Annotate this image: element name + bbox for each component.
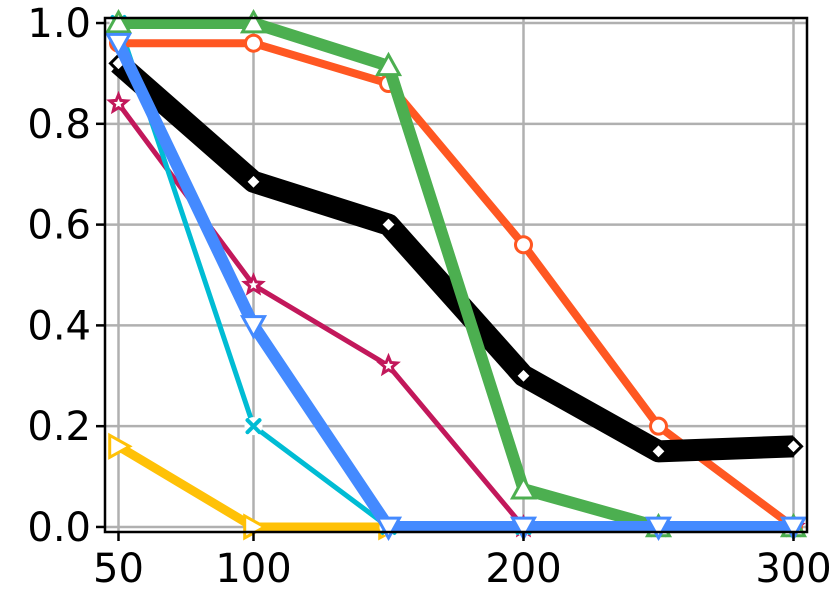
data-point: [648, 441, 669, 462]
data-point: [104, 32, 133, 58]
data-point: [649, 416, 668, 436]
data-point: [509, 516, 538, 542]
series-layer: [104, 8, 808, 542]
series-line: [113, 40, 794, 533]
axis-ticks: 50 100 200 300 0.0 0.2 0.4 0.6 0.8 1.0: [27, 1, 830, 592]
x-tick-label: 50: [93, 546, 144, 592]
y-tick-label: 0.4: [27, 303, 91, 349]
y-tick-label: 0.6: [27, 203, 91, 249]
y-tick-label: 0.0: [27, 505, 91, 551]
data-point: [244, 33, 263, 53]
data-point: [374, 51, 403, 77]
data-point: [783, 436, 804, 457]
y-tick-label: 1.0: [27, 1, 91, 47]
data-point: [374, 516, 403, 542]
data-point: [509, 475, 538, 500]
data-point: [779, 516, 808, 542]
data-point: [514, 235, 533, 255]
series-6: [104, 32, 808, 542]
x-tick-label: 100: [215, 546, 291, 592]
marker-stroke: [245, 418, 262, 435]
x-tick-label: 300: [755, 546, 830, 592]
data-point: [378, 214, 399, 235]
data-point: [644, 516, 673, 542]
data-point: [239, 8, 268, 34]
series-line: [111, 55, 794, 463]
data-point: [513, 365, 534, 386]
data-point: [104, 8, 133, 34]
data-point: [106, 90, 131, 115]
data-point: [241, 272, 266, 296]
series-4: [108, 53, 804, 463]
y-tick-label: 0.2: [27, 404, 91, 450]
plot-frame: [103, 16, 809, 534]
data-point: [243, 171, 264, 192]
data-point: [376, 352, 401, 377]
y-tick-label: 0.8: [27, 102, 91, 148]
x-tick-label: 200: [485, 546, 561, 592]
data-point: [108, 432, 133, 460]
data-point: [239, 315, 268, 340]
data-point: [244, 417, 263, 436]
